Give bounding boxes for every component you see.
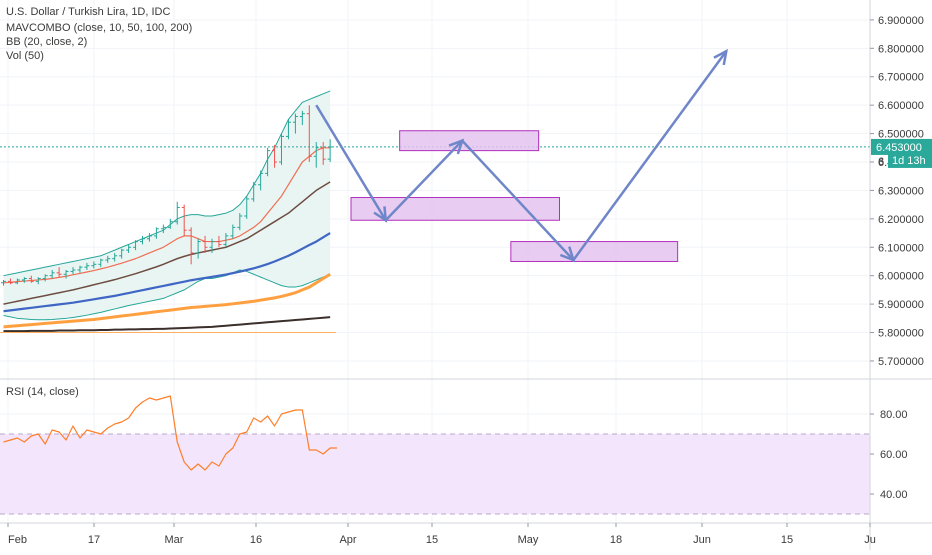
projection-box-3 [510,241,679,262]
time-tick-label: 15 [781,534,793,546]
legend-rsi[interactable]: RSI (14, close) [6,386,79,398]
legend-vol[interactable]: Vol (50) [6,50,44,62]
last-price-tag [871,138,932,155]
bollinger-band-fill [3,90,331,320]
price-tick-label: 6.700000 [878,72,924,84]
candles [1,105,333,286]
series-line-bb-upper [3,90,331,277]
last-price-tag-label: 6.453000 [876,142,922,154]
legend-bb[interactable]: BB (20, close, 2) [6,36,88,48]
series-line-ma-slow [3,316,331,333]
countdown-tag-label: 1d 13h [892,155,926,167]
price-tick-label: 5.900000 [878,299,924,311]
series-line-ma-10 [3,147,331,284]
time-tick-label: 15 [426,534,438,546]
rsi-tick-label: 80.00 [880,409,908,421]
arrow-head-2 [448,138,465,155]
time-tick-label: May [518,534,539,546]
rsi-line [3,395,338,471]
time-tick-label: 18 [610,534,622,546]
price-tick-label: 5.700000 [878,356,924,368]
arrow-head-4 [713,48,728,66]
rsi-tick-label: 40.00 [880,489,908,501]
projection-box-1 [399,130,540,152]
rsi-band-fill [0,434,870,514]
arrow-head-1 [373,206,388,223]
series-line-ma-200 [3,272,331,329]
price-tick-label: 6.900000 [878,15,924,27]
legend-symbol[interactable]: U.S. Dollar / Turkish Lira, 1D, IDC [6,6,171,18]
price-tick-label: 6.500000 [878,129,924,141]
time-tick-label: 17 [88,534,100,546]
time-tick-label: Feb [8,534,27,546]
arrow-head-3 [559,246,576,263]
time-tick-label: Jun [693,534,711,546]
time-tick-label: Apr [339,534,356,546]
rsi-tick-label: 60.00 [880,449,908,461]
price-tick-label: 6.100000 [878,242,924,254]
price-tick-label: 6.200000 [878,214,924,226]
time-tick-label: 16 [250,534,262,546]
indicator-lines [0,90,870,471]
price-tick-label: 6.600000 [878,100,924,112]
series-line-ma-100 [3,232,331,313]
bands [0,90,870,515]
annotations[interactable] [315,48,728,263]
countdown-tag [888,152,932,168]
projection-arrow-path [315,50,728,263]
series-line-ma-50 [3,181,331,305]
price-tick-label: 6.300000 [878,185,924,197]
series-line-bb-lower [3,269,331,321]
time-tick-label: Ju [864,534,876,546]
price-partial-label: 6 [878,156,884,168]
time-tick-label: Mar [165,534,184,546]
axis-labels: 6.900000 6.800000 6.700000 6.600000 6.500000… [8,15,932,546]
price-tick-label: 6.000000 [878,271,924,283]
price-tick-label: 5.800000 [878,328,924,340]
price-tick-label: 6.800000 [878,43,924,55]
legend-mavcombo[interactable]: MAVCOMBO (close, 10, 50, 100, 200) [6,22,193,34]
